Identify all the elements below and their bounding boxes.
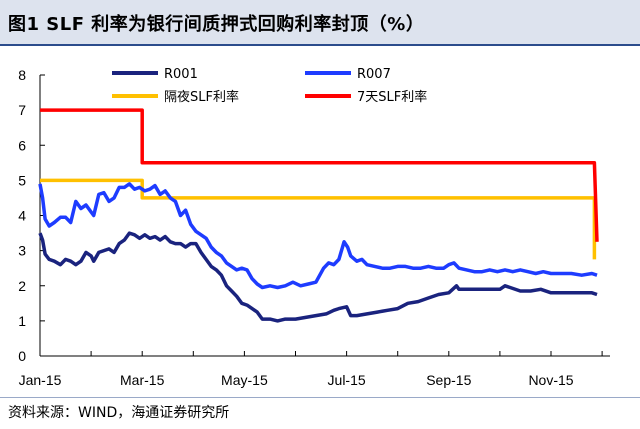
- chart-series: [38, 108, 599, 323]
- series-line-0: [38, 231, 598, 323]
- chart-axes: 0 1 2 3 4 5 6 7 8 Jan-15 Mar-15 May-15 Jul-15 Sep-15 N…: [18, 67, 610, 388]
- y-tick-label: 1: [18, 313, 26, 329]
- series-line-1: [38, 182, 598, 290]
- y-tick-label: 7: [18, 102, 26, 118]
- y-tick-label: 0: [18, 348, 26, 364]
- y-tick-label: 8: [18, 67, 26, 83]
- page-title: 图1 SLF 利率为银行间质押式回购利率封顶（%）: [8, 14, 425, 35]
- y-tick-label: 3: [18, 243, 26, 259]
- x-tick-label: Jul-15: [328, 372, 366, 388]
- x-tick-label: May-15: [221, 372, 268, 388]
- legend-label-3: 7天SLF利率: [357, 89, 427, 105]
- series-line-2: [40, 178, 597, 260]
- line-chart: 0 1 2 3 4 5 6 7 8 Jan-15 Mar-15 May-15 Jul-15 Sep-15 N…: [18, 67, 610, 388]
- legend-label-0: R001: [164, 67, 198, 82]
- source-note: 资料来源：WIND，海通证券研究所: [8, 405, 230, 421]
- x-tick-label: Mar-15: [120, 372, 165, 388]
- x-tick-label: Jan-15: [19, 372, 62, 388]
- y-tick-label: 4: [18, 208, 26, 224]
- legend-label-1: R007: [357, 67, 391, 82]
- legend-label-2: 隔夜SLF利率: [164, 89, 239, 105]
- title-divider: [0, 44, 640, 46]
- x-tick-label: Nov-15: [528, 372, 573, 388]
- x-tick-label: Sep-15: [426, 372, 471, 388]
- chart-legend: R001 R007 隔夜SLF利率 7天SLF利率: [112, 67, 427, 105]
- y-tick-label: 2: [18, 278, 26, 294]
- series-line-3: [40, 108, 599, 242]
- title-band: [0, 0, 640, 44]
- y-tick-label: 5: [18, 172, 26, 188]
- source-divider: [0, 397, 640, 398]
- y-tick-label: 6: [18, 137, 26, 153]
